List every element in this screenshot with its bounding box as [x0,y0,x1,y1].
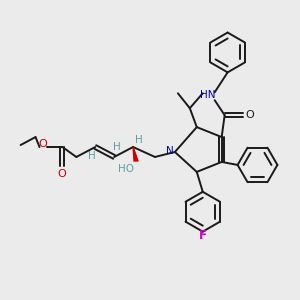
Text: F: F [199,229,207,242]
Polygon shape [133,147,138,161]
Text: O: O [57,169,66,179]
Text: HO: HO [118,164,134,174]
Text: O: O [38,139,47,149]
Text: HN: HN [200,90,215,100]
Text: H: H [135,135,143,145]
Text: H: H [113,142,121,152]
Text: H: H [88,151,96,161]
Text: O: O [245,110,254,120]
Text: N: N [166,146,174,156]
